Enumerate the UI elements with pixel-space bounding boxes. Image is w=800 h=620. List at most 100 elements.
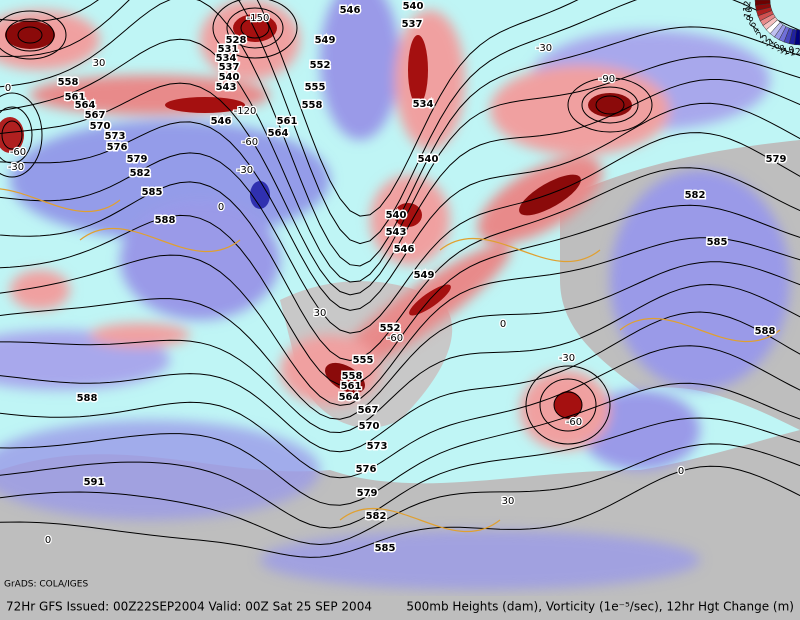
height-contour [0, 0, 800, 245]
height-label: 549 [414, 270, 435, 281]
height-label: 582 [130, 168, 151, 179]
height-label: 576 [356, 464, 377, 475]
height-contour [0, 132, 800, 334]
height-label: 570 [359, 421, 380, 432]
contour-labels: 5465495525555585615645285315345375405435… [4, 0, 788, 556]
change-contour [79, 227, 241, 253]
height-label: 564 [75, 100, 96, 111]
color-bar-label: 4 [751, 25, 763, 36]
height-contour [0, 417, 800, 529]
height-contours [0, 0, 800, 558]
height-label: 549 [315, 35, 336, 46]
height-label: 555 [305, 82, 326, 93]
change-label: -150 [247, 13, 270, 24]
height-contour [0, 311, 800, 453]
height-label: 573 [105, 131, 126, 142]
change-contour [339, 507, 501, 533]
color-bar-label: 6 [748, 20, 760, 30]
height-label: 558 [58, 77, 79, 88]
height-label: 576 [107, 142, 128, 153]
height-label: 579 [766, 154, 787, 165]
change-label: 0 [5, 83, 11, 94]
change-label: -30 [559, 353, 575, 364]
height-label: 573 [367, 441, 388, 452]
height-contour [0, 465, 800, 558]
change-contour [439, 237, 601, 263]
height-label: 540 [386, 210, 407, 221]
closed-contour [0, 10, 67, 60]
height-contour [0, 167, 800, 362]
height-label: 534 [216, 53, 237, 64]
height-label: 582 [685, 190, 706, 201]
closed-contour [226, 7, 284, 49]
height-label: 561 [277, 116, 298, 127]
height-label: 567 [358, 405, 379, 416]
closed-contour [553, 391, 583, 419]
change-contour [0, 188, 121, 213]
change-label: -60 [10, 147, 26, 158]
closed-contour [1, 120, 23, 150]
change-label: -30 [237, 165, 253, 176]
height-label: 552 [310, 60, 331, 71]
height-label: 546 [211, 116, 232, 127]
color-bar-label: 10 [743, 6, 756, 20]
height-contour [0, 237, 800, 406]
closed-contour [525, 365, 611, 445]
height-label: 579 [127, 154, 148, 165]
height-label: 570 [90, 121, 111, 132]
change-label: -60 [242, 137, 258, 148]
closed-contour [240, 17, 270, 39]
closed-contour [0, 92, 43, 178]
height-contour [0, 0, 800, 267]
height-label: 561 [341, 381, 362, 392]
footer-bar [0, 596, 800, 620]
change-label: 30 [502, 496, 515, 507]
height-label: 564 [268, 128, 289, 139]
change-label: -30 [8, 162, 24, 173]
color-bar-label: -10 [779, 45, 796, 58]
height-label: 585 [142, 187, 163, 198]
height-contour [0, 283, 800, 434]
height-label: 540 [219, 72, 240, 83]
height-label: 585 [375, 543, 396, 554]
footer-right: 500mb Heights (dam), Vorticity (1e⁻⁵/sec… [406, 600, 794, 614]
change-label: 30 [93, 58, 106, 69]
height-contour [0, 382, 800, 506]
height-contour [0, 38, 800, 283]
closed-contour [581, 86, 639, 124]
map-area: 5465495525555585615645285315345375405435… [0, 0, 800, 596]
height-label: 591 [84, 477, 105, 488]
change-label: 0 [500, 319, 506, 330]
height-label: 558 [302, 100, 323, 111]
height-label: 537 [219, 62, 240, 73]
color-bar-label: -6 [769, 41, 782, 54]
change-contour [619, 317, 781, 343]
height-label: 543 [216, 82, 237, 93]
closed-contour [0, 106, 33, 164]
height-label: 588 [155, 215, 176, 226]
height-contour [0, 443, 800, 546]
height-contour [0, 345, 800, 479]
height-label: 528 [226, 35, 247, 46]
height-contour [0, 204, 800, 387]
height-label: 534 [413, 99, 434, 110]
height-label: 546 [394, 244, 415, 255]
height-label: 588 [77, 393, 98, 404]
height-label: 585 [707, 237, 728, 248]
color-bar-segment [794, 29, 800, 46]
change-label: -60 [566, 417, 582, 428]
change-label: -90 [599, 74, 615, 85]
height-contour [0, 79, 800, 296]
change-label: 0 [678, 466, 684, 477]
height-label: 540 [418, 154, 439, 165]
closed-contour [567, 77, 653, 133]
change-label: 0 [45, 535, 51, 546]
change-label: 30 [314, 308, 327, 319]
height-label: 537 [402, 19, 423, 30]
height-label: 546 [340, 5, 361, 16]
color-bar-label: 2 [755, 30, 766, 41]
height-contour [0, 0, 579, 217]
